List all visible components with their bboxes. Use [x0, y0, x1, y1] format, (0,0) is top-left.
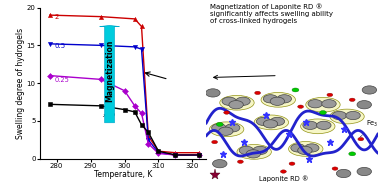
Circle shape	[357, 101, 372, 109]
Circle shape	[357, 167, 372, 176]
Text: 2: 2	[55, 14, 59, 20]
Circle shape	[246, 150, 260, 158]
Circle shape	[303, 121, 317, 129]
Circle shape	[308, 100, 322, 108]
Text: Fe$_3$O$_4$: Fe$_3$O$_4$	[359, 119, 378, 137]
Circle shape	[349, 98, 355, 101]
Text: 0.25: 0.25	[55, 77, 70, 83]
Circle shape	[358, 137, 364, 141]
Circle shape	[322, 100, 336, 108]
Circle shape	[239, 146, 254, 155]
Text: Laponite RD ®: Laponite RD ®	[259, 175, 308, 182]
Circle shape	[349, 152, 356, 156]
Circle shape	[255, 91, 260, 94]
Ellipse shape	[261, 92, 296, 107]
Ellipse shape	[301, 119, 335, 134]
Circle shape	[206, 89, 220, 97]
Text: Magnetization: Magnetization	[105, 40, 114, 102]
Circle shape	[222, 97, 237, 105]
Circle shape	[212, 160, 227, 168]
Circle shape	[332, 167, 338, 170]
Circle shape	[289, 162, 295, 165]
X-axis label: Temperature, K: Temperature, K	[94, 170, 152, 179]
Circle shape	[280, 170, 286, 173]
Circle shape	[263, 95, 278, 103]
Y-axis label: Swelling degree of hydrogels: Swelling degree of hydrogels	[16, 28, 25, 139]
Circle shape	[212, 124, 226, 132]
Text: x=0: x=0	[102, 113, 116, 118]
Circle shape	[225, 124, 240, 132]
Text: 0.5: 0.5	[55, 43, 66, 49]
Ellipse shape	[288, 142, 323, 156]
Circle shape	[292, 88, 299, 92]
Circle shape	[224, 111, 229, 114]
Circle shape	[270, 117, 285, 125]
Circle shape	[336, 169, 351, 178]
Circle shape	[229, 101, 243, 109]
Circle shape	[270, 97, 285, 105]
Circle shape	[327, 93, 333, 97]
Ellipse shape	[220, 95, 254, 110]
Circle shape	[291, 144, 305, 152]
Ellipse shape	[306, 97, 340, 112]
Circle shape	[277, 95, 291, 103]
Ellipse shape	[330, 109, 364, 124]
Circle shape	[298, 146, 312, 155]
Circle shape	[253, 146, 267, 155]
Text: Magnetization of Laponite RD ®
significantly affects swelling ability
of cross-l: Magnetization of Laponite RD ® significa…	[210, 4, 333, 24]
Circle shape	[332, 111, 347, 120]
Ellipse shape	[254, 115, 288, 130]
Ellipse shape	[237, 145, 271, 159]
Circle shape	[212, 140, 217, 144]
Circle shape	[256, 117, 271, 125]
Circle shape	[305, 144, 319, 152]
Ellipse shape	[209, 122, 244, 137]
Circle shape	[218, 127, 233, 135]
Circle shape	[237, 160, 243, 163]
Circle shape	[317, 121, 331, 129]
Circle shape	[319, 111, 327, 115]
Circle shape	[216, 122, 223, 126]
Circle shape	[362, 86, 376, 94]
Circle shape	[236, 97, 250, 105]
Circle shape	[263, 120, 278, 128]
Circle shape	[298, 105, 304, 108]
Circle shape	[346, 111, 360, 120]
